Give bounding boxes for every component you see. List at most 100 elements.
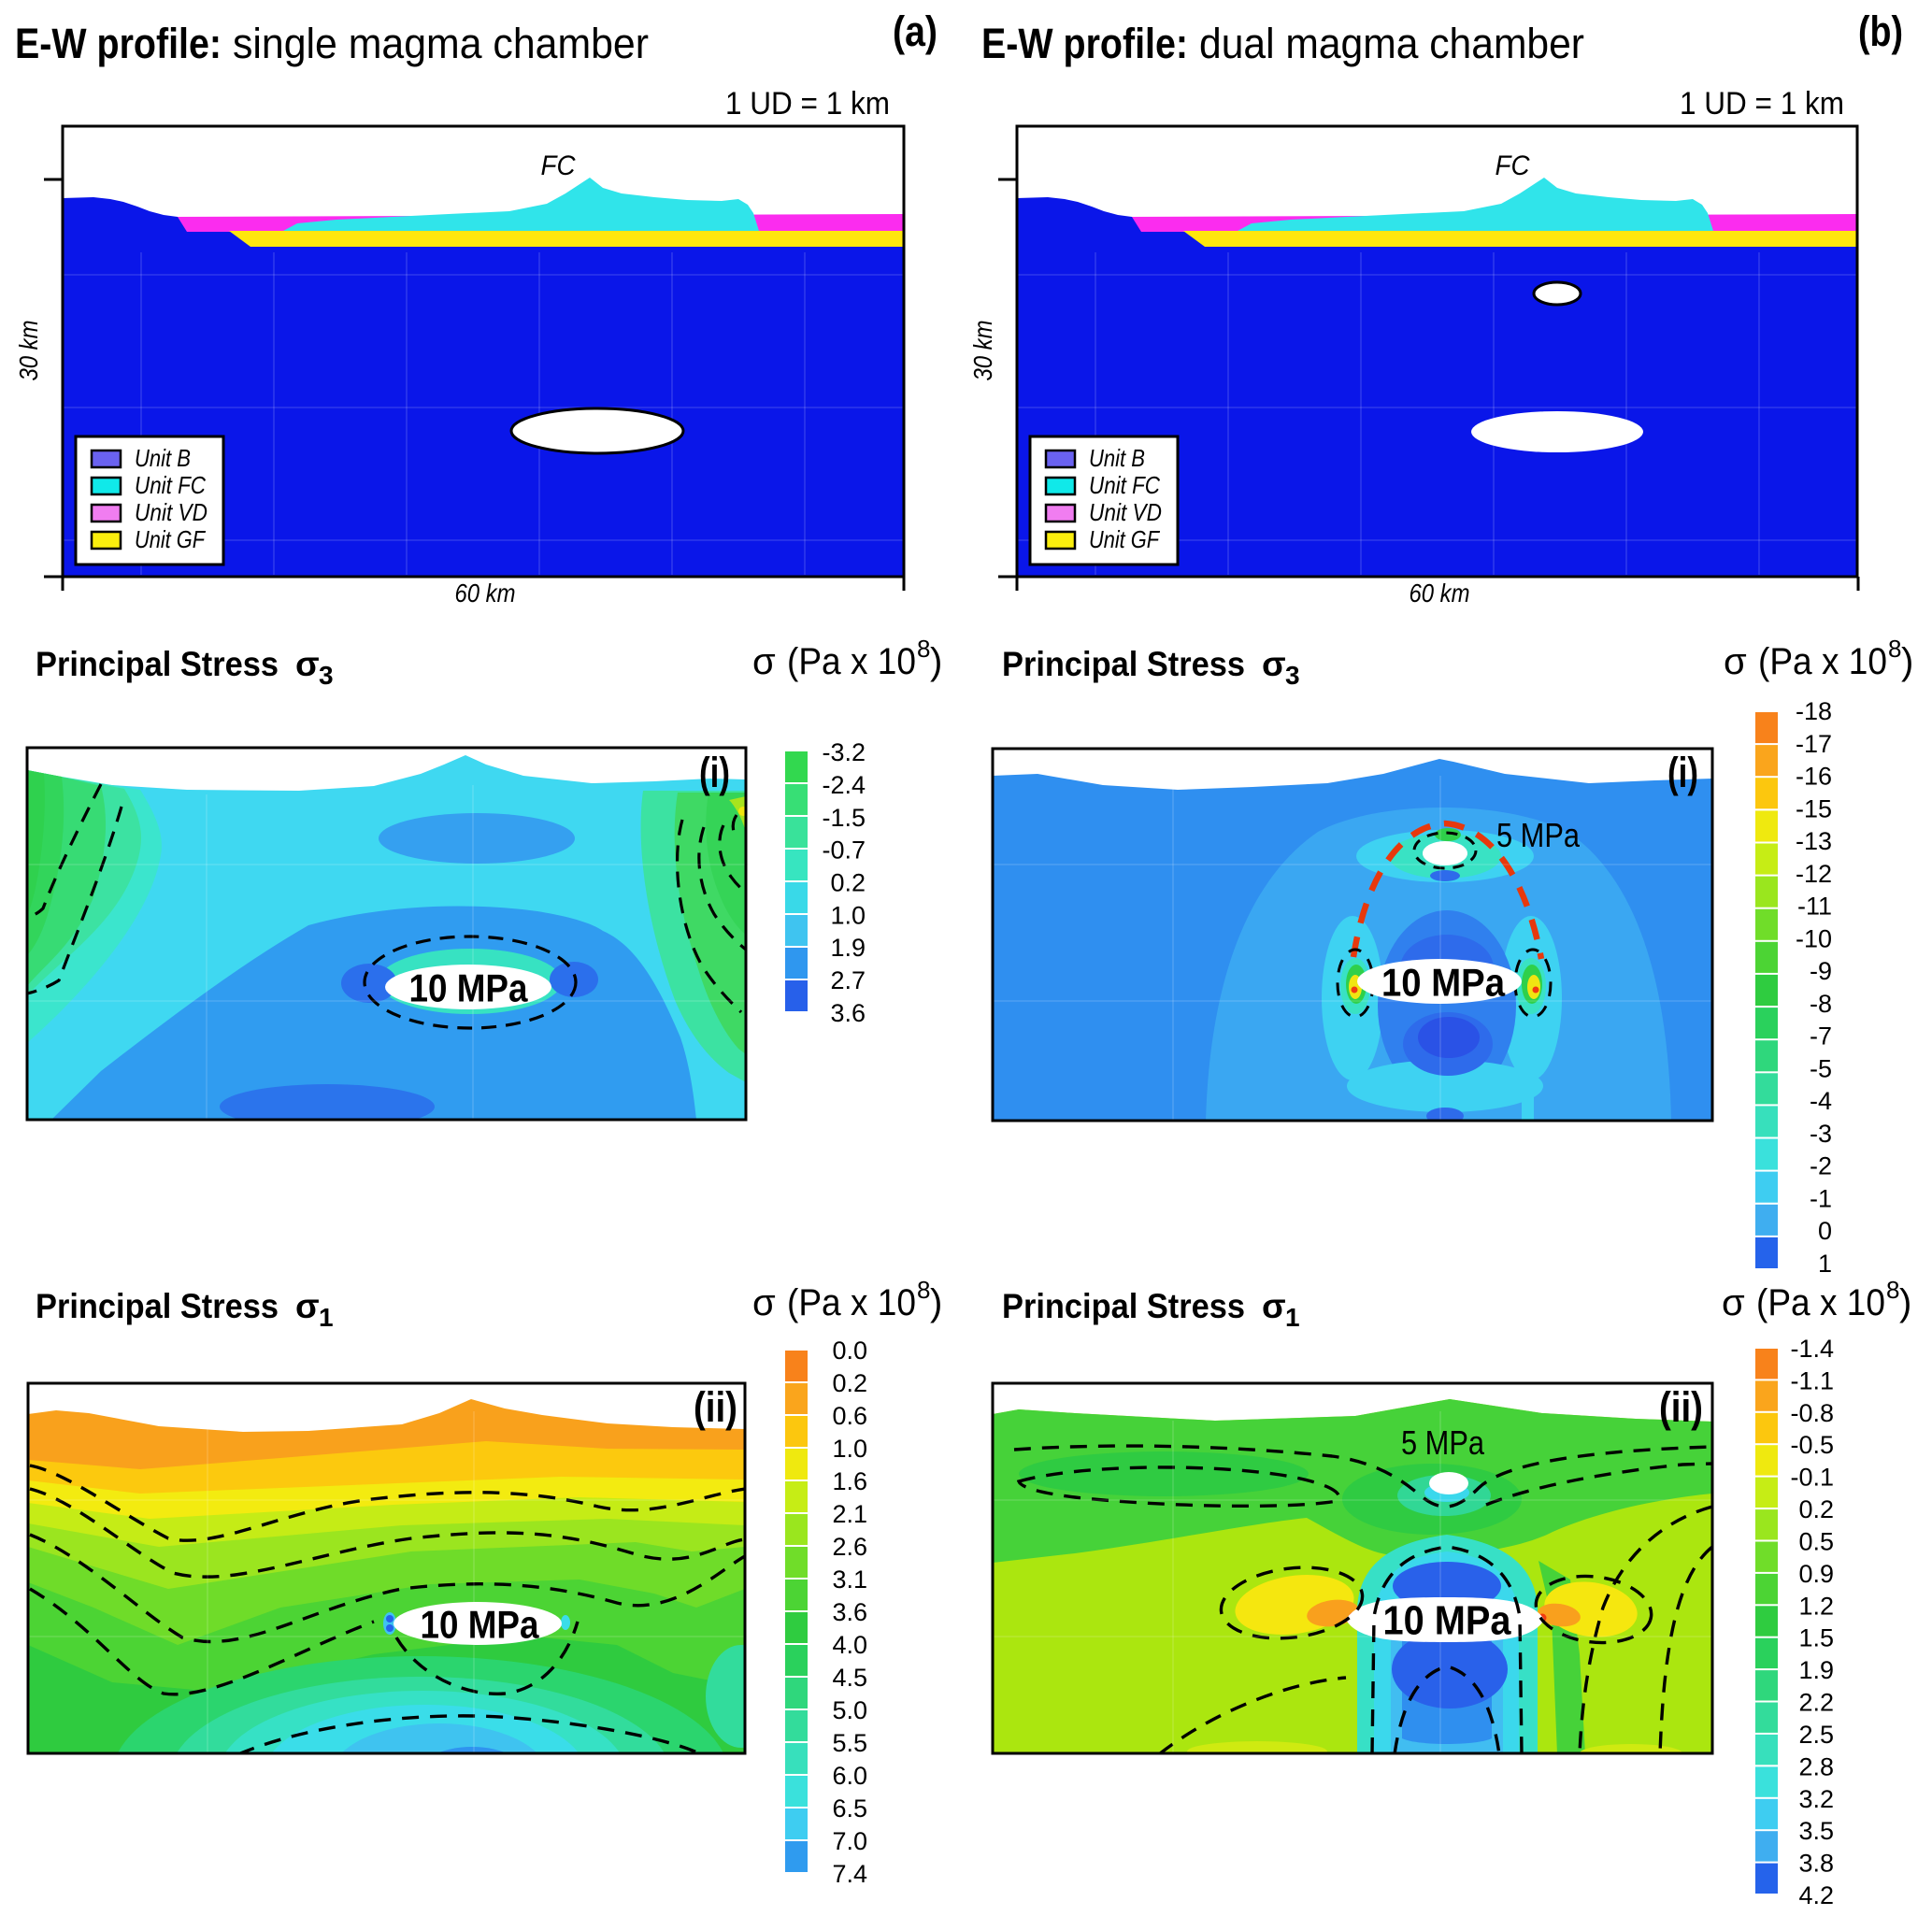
- svg-text:30 km: 30 km: [14, 321, 43, 381]
- svg-text:(Pa x 10: (Pa x 10: [787, 641, 916, 682]
- svg-text:3.5: 3.5: [1798, 1817, 1834, 1845]
- svg-text:1: 1: [319, 1303, 334, 1332]
- svg-text:single magma chamber: single magma chamber: [233, 20, 649, 67]
- svg-text:3.6: 3.6: [830, 999, 866, 1027]
- svg-text:σ: σ: [295, 644, 320, 683]
- svg-text:-16: -16: [1796, 763, 1832, 791]
- svg-text:): ): [930, 1282, 942, 1323]
- svg-text:2.8: 2.8: [1798, 1752, 1834, 1780]
- svg-text:5 MPa: 5 MPa: [1496, 816, 1581, 854]
- svg-text:Unit B: Unit B: [1089, 444, 1145, 472]
- svg-text:4.0: 4.0: [832, 1631, 867, 1659]
- svg-text:(ii): (ii): [694, 1383, 737, 1431]
- svg-text:2.2: 2.2: [1798, 1689, 1834, 1717]
- svg-text:3: 3: [319, 661, 334, 690]
- svg-text:-18: -18: [1796, 697, 1832, 725]
- svg-text:Unit VD: Unit VD: [1089, 498, 1162, 526]
- svg-text:Principal Stress: Principal Stress: [1002, 1286, 1245, 1325]
- svg-text:dual magma chamber: dual magma chamber: [1199, 20, 1584, 67]
- svg-text:8: 8: [917, 635, 930, 663]
- svg-text:3.8: 3.8: [1798, 1850, 1834, 1878]
- svg-text:-15: -15: [1796, 794, 1832, 822]
- svg-text:Unit GF: Unit GF: [1089, 525, 1161, 553]
- svg-text:(i): (i): [699, 749, 730, 796]
- svg-text:-5: -5: [1810, 1054, 1832, 1082]
- svg-text:5.0: 5.0: [832, 1696, 867, 1724]
- svg-text:-0.8: -0.8: [1790, 1399, 1834, 1427]
- svg-text:Principal Stress: Principal Stress: [36, 644, 279, 683]
- svg-text:-10: -10: [1796, 924, 1832, 952]
- svg-text:-3: -3: [1810, 1120, 1832, 1148]
- svg-text:1.0: 1.0: [830, 901, 866, 929]
- svg-text:0.0: 0.0: [832, 1337, 867, 1365]
- svg-text:4.2: 4.2: [1798, 1881, 1834, 1909]
- svg-text:1.9: 1.9: [1798, 1656, 1834, 1684]
- svg-text:FC: FC: [541, 150, 576, 181]
- svg-text:3.2: 3.2: [1798, 1785, 1834, 1813]
- svg-text:6.5: 6.5: [832, 1794, 867, 1823]
- svg-text:Unit GF: Unit GF: [135, 525, 207, 553]
- svg-text:-8: -8: [1810, 990, 1832, 1018]
- svg-text:0.2: 0.2: [1798, 1495, 1834, 1523]
- svg-text:4.5: 4.5: [832, 1664, 867, 1692]
- svg-text:): ): [930, 641, 942, 682]
- svg-text:σ: σ: [752, 1282, 776, 1323]
- svg-text:8: 8: [1888, 635, 1901, 663]
- svg-text:0.2: 0.2: [832, 1369, 867, 1397]
- svg-text:σ: σ: [1722, 1282, 1745, 1323]
- svg-text:σ: σ: [1724, 641, 1747, 682]
- svg-text:3.6: 3.6: [832, 1598, 867, 1626]
- svg-text:-0.7: -0.7: [822, 836, 866, 865]
- svg-text:-1: -1: [1810, 1185, 1832, 1213]
- svg-text:): ): [1899, 1282, 1911, 1323]
- svg-text:8: 8: [1886, 1276, 1899, 1304]
- svg-text:σ: σ: [295, 1286, 320, 1325]
- svg-text:0: 0: [1818, 1217, 1832, 1245]
- svg-text:σ: σ: [1262, 1286, 1286, 1325]
- svg-text:7.0: 7.0: [832, 1827, 867, 1855]
- svg-text:1.5: 1.5: [1798, 1624, 1834, 1652]
- svg-text:): ): [1901, 641, 1913, 682]
- svg-text:1.0: 1.0: [832, 1435, 867, 1463]
- svg-text:2.6: 2.6: [832, 1533, 867, 1561]
- svg-text:-7: -7: [1810, 1022, 1832, 1051]
- svg-text:5.5: 5.5: [832, 1729, 867, 1757]
- svg-text:(i): (i): [1667, 749, 1698, 796]
- svg-text:10 MPa: 10 MPa: [1381, 961, 1506, 1005]
- svg-text:Principal Stress: Principal Stress: [36, 1286, 279, 1325]
- svg-text:10 MPa: 10 MPa: [409, 966, 529, 1010]
- svg-text:FC: FC: [1496, 150, 1530, 181]
- svg-text:1 UD = 1 km: 1 UD = 1 km: [1680, 86, 1844, 122]
- svg-text:1.2: 1.2: [1798, 1592, 1834, 1620]
- svg-text:-2.4: -2.4: [822, 771, 866, 799]
- svg-text:6.0: 6.0: [832, 1762, 867, 1790]
- svg-text:10 MPa: 10 MPa: [421, 1603, 540, 1647]
- svg-text:σ: σ: [1262, 644, 1286, 683]
- svg-text:1 UD = 1 km: 1 UD = 1 km: [725, 86, 890, 122]
- svg-text:3: 3: [1285, 661, 1300, 690]
- svg-text:-9: -9: [1810, 957, 1832, 985]
- svg-text:0.2: 0.2: [830, 869, 866, 897]
- svg-text:-12: -12: [1796, 860, 1832, 888]
- svg-text:-11: -11: [1797, 893, 1832, 921]
- svg-text:-13: -13: [1796, 827, 1832, 855]
- svg-text:0.6: 0.6: [832, 1402, 867, 1430]
- svg-text:E-W profile:: E-W profile:: [981, 20, 1188, 67]
- svg-text:-4: -4: [1810, 1087, 1832, 1115]
- svg-text:2.5: 2.5: [1798, 1721, 1834, 1749]
- svg-text:60 km: 60 km: [455, 579, 516, 608]
- svg-text:-0.5: -0.5: [1790, 1431, 1834, 1459]
- svg-text:1: 1: [1818, 1250, 1832, 1278]
- svg-text:-1.4: -1.4: [1790, 1335, 1834, 1363]
- svg-text:Unit B: Unit B: [135, 444, 191, 472]
- svg-text:Unit FC: Unit FC: [135, 471, 206, 499]
- svg-text:10 MPa: 10 MPa: [1383, 1598, 1511, 1644]
- svg-text:-1.1: -1.1: [1790, 1366, 1834, 1394]
- svg-text:E-W profile:: E-W profile:: [15, 20, 222, 67]
- svg-text:30 km: 30 km: [968, 321, 997, 381]
- svg-text:(ii): (ii): [1659, 1383, 1703, 1431]
- svg-text:Unit FC: Unit FC: [1089, 471, 1160, 499]
- svg-text:(b): (b): [1858, 7, 1903, 55]
- svg-text:-2: -2: [1810, 1152, 1832, 1180]
- svg-text:60 km: 60 km: [1410, 579, 1470, 608]
